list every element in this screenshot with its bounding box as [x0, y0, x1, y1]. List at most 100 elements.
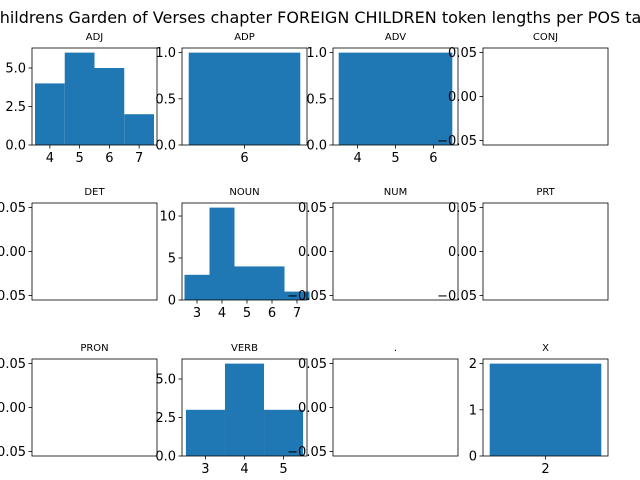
- xtick-label-adj: 6: [105, 151, 113, 166]
- xtick-label-verb: 3: [201, 462, 209, 477]
- subplot-verb: VERB 3 4 5 0.0 2.5 5.0: [155, 343, 308, 477]
- ytick-label-adv: 0.0: [306, 139, 327, 154]
- xtick-label-adj: 4: [46, 151, 54, 166]
- axes-frame-p10: [332, 358, 459, 457]
- ytick-label-det: −0.05: [0, 289, 26, 304]
- xtick-label-x: 2: [541, 462, 549, 477]
- bar-noun-4: [209, 207, 235, 300]
- ytick-label-pron: 0.05: [0, 357, 26, 372]
- subplot-adj: ADJ 4 5 6 7 0.0 2.5 5.0: [5, 32, 158, 166]
- bar-noun-5: [234, 266, 260, 300]
- figure-title: Childrens Garden of Verses chapter FOREI…: [0, 8, 640, 27]
- subplot-title-det: DET: [84, 187, 105, 198]
- ytick-label-conj: 0.00: [448, 90, 477, 105]
- subplot-pron: PRON −0.05 0.00 0.05: [0, 343, 158, 460]
- bar-noun-7: [284, 291, 310, 300]
- ytick-label-adj: 0.0: [5, 139, 26, 154]
- xtick-label-adp: 6: [240, 151, 248, 166]
- ytick-label-noun: 0: [168, 294, 176, 309]
- ytick-label-verb: 0.0: [155, 450, 176, 465]
- subplot-title-adv: ADV: [385, 32, 406, 43]
- ytick-label-num: −0.05: [287, 289, 327, 304]
- bar-verb-5: [264, 409, 304, 456]
- bar-noun-3: [184, 274, 210, 300]
- ytick-label-verb: 5.0: [155, 373, 176, 388]
- ytick-label-det: 0.00: [0, 245, 26, 260]
- xtick-label-noun: 4: [218, 306, 226, 321]
- ytick-label-prt: 0.00: [448, 245, 477, 260]
- subplot-title-pron: PRON: [80, 343, 108, 354]
- ytick-label-adj: 5.0: [5, 62, 26, 77]
- subplot-title-verb: VERB: [231, 343, 258, 354]
- xtick-label-adv: 6: [429, 151, 437, 166]
- subplot-title-adj: ADJ: [86, 32, 104, 43]
- subplot-title-noun: NOUN: [229, 187, 259, 198]
- xtick-label-adv: 5: [391, 151, 399, 166]
- xtick-label-noun: 7: [293, 306, 301, 321]
- subplot-x: X 2 0 1 2: [469, 343, 609, 477]
- xtick-label-verb: 5: [279, 462, 287, 477]
- axes-frame-det: [31, 202, 158, 301]
- bar-adj-7: [124, 114, 155, 145]
- axes-frame-pron: [31, 358, 158, 457]
- ytick-label-noun: 10: [159, 210, 176, 225]
- subplot-prt: PRT −0.05 0.00 0.05: [437, 187, 609, 304]
- bar-adj-4: [34, 83, 65, 145]
- subplot-adp: ADP 6 0.0 0.5 1.0: [155, 32, 308, 166]
- bar-noun-6: [259, 266, 285, 300]
- ytick-label-x: 1: [469, 403, 477, 418]
- ytick-label-prt: −0.05: [437, 289, 477, 304]
- ytick-label-prt: 0.05: [448, 201, 477, 216]
- ytick-label-p10: 0.00: [298, 401, 327, 416]
- subplot-adv: ADV 4 5 6 0.0 0.5 1.0: [306, 32, 459, 166]
- ytick-label-noun: 5: [168, 252, 176, 267]
- bar-x-2: [489, 363, 602, 456]
- xtick-label-verb: 4: [240, 462, 248, 477]
- axes-frame-noun: [181, 202, 308, 301]
- bar-verb-4: [224, 363, 265, 456]
- ytick-label-adp: 0.5: [155, 92, 176, 107]
- subplot-p10: . −0.05 0.00 0.05: [287, 343, 459, 460]
- ytick-label-pron: −0.05: [0, 445, 26, 460]
- ytick-label-conj: −0.05: [437, 134, 477, 149]
- ytick-label-num: 0.00: [298, 245, 327, 260]
- subplot-conj: CONJ −0.05 0.00 0.05: [437, 32, 609, 149]
- xtick-label-noun: 6: [268, 306, 276, 321]
- ytick-label-p10: 0.05: [298, 357, 327, 372]
- ytick-label-x: 0: [469, 450, 477, 465]
- subplot-title-x: X: [542, 343, 549, 354]
- ytick-label-adj: 2.5: [5, 100, 26, 115]
- subplot-title-prt: PRT: [536, 187, 555, 198]
- xtick-label-adj: 7: [135, 151, 143, 166]
- axes-frame-adj: [31, 47, 158, 146]
- bar-adj-6: [94, 68, 125, 145]
- xtick-label-adj: 5: [75, 151, 83, 166]
- ytick-label-num: 0.05: [298, 201, 327, 216]
- bar-verb-3: [185, 409, 225, 456]
- ytick-label-adp: 1.0: [155, 46, 176, 61]
- ytick-label-x: 2: [469, 357, 477, 372]
- subplot-title-conj: CONJ: [533, 32, 558, 43]
- ytick-label-pron: 0.00: [0, 401, 26, 416]
- ytick-label-p10: −0.05: [287, 445, 327, 460]
- ytick-label-verb: 2.5: [155, 411, 176, 426]
- subplot-num: NUM −0.05 0.00 0.05: [287, 187, 459, 304]
- subplot-title-p10: .: [394, 343, 397, 354]
- ytick-label-det: 0.05: [0, 201, 26, 216]
- axes-frame-conj: [482, 47, 609, 146]
- bar-adv-5: [338, 52, 453, 145]
- xtick-label-noun: 5: [243, 306, 251, 321]
- axes-frame-prt: [482, 202, 609, 301]
- ytick-label-conj: 0.05: [448, 46, 477, 61]
- xtick-label-noun: 3: [193, 306, 201, 321]
- subplot-noun: NOUN 3 4 5 6 7 0 5 10: [159, 187, 310, 321]
- subplot-title-num: NUM: [384, 187, 407, 198]
- ytick-label-adv: 0.5: [306, 92, 327, 107]
- bar-adj-5: [64, 52, 95, 145]
- ytick-label-adp: 0.0: [155, 139, 176, 154]
- axes-frame-num: [332, 202, 459, 301]
- subplot-title-adp: ADP: [234, 32, 255, 43]
- ytick-label-adv: 1.0: [306, 46, 327, 61]
- subplot-det: DET −0.05 0.00 0.05: [0, 187, 158, 304]
